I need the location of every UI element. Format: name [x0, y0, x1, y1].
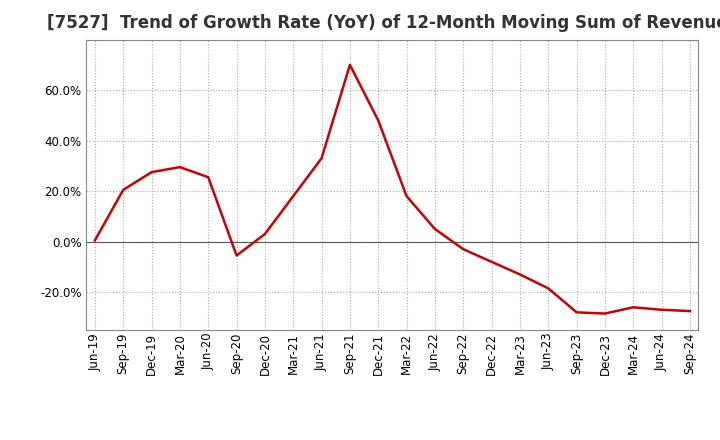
Title: [7527]  Trend of Growth Rate (YoY) of 12-Month Moving Sum of Revenues: [7527] Trend of Growth Rate (YoY) of 12-… [47, 15, 720, 33]
